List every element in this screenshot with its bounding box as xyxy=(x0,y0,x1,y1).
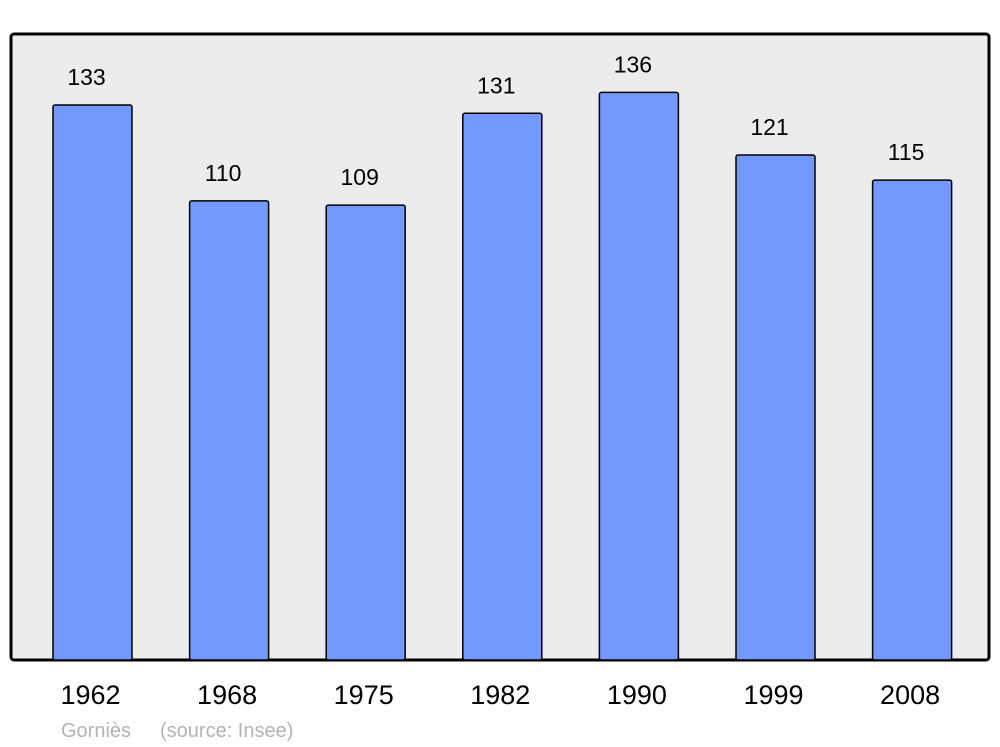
bar-1962 xyxy=(52,104,133,661)
x-tick-label-1962: 1962 xyxy=(60,680,120,710)
x-tick-label-1975: 1975 xyxy=(334,680,394,710)
bar-1999 xyxy=(735,154,816,661)
data-label-1982: 131 xyxy=(477,72,515,98)
bar-2008 xyxy=(871,179,953,661)
data-label-1999: 121 xyxy=(750,114,788,140)
bar-1968 xyxy=(188,200,270,661)
x-tick-label-1990: 1990 xyxy=(607,680,667,710)
bar-1982 xyxy=(462,112,543,661)
bar-1975 xyxy=(325,204,406,661)
x-tick-label-2008: 2008 xyxy=(880,680,940,710)
footer-place: Gorniès xyxy=(61,720,131,742)
x-tick-label-1968: 1968 xyxy=(197,680,257,710)
x-tick-label-1982: 1982 xyxy=(470,680,530,710)
data-label-1975: 109 xyxy=(341,164,379,190)
footer-source: (source: Insee) xyxy=(160,720,293,742)
data-label-1962: 133 xyxy=(67,64,105,90)
bar-1990 xyxy=(598,91,680,661)
x-tick-label-1999: 1999 xyxy=(743,680,803,710)
data-label-1990: 136 xyxy=(614,51,652,77)
data-label-1968: 110 xyxy=(205,160,242,186)
data-label-2008: 115 xyxy=(888,139,925,165)
